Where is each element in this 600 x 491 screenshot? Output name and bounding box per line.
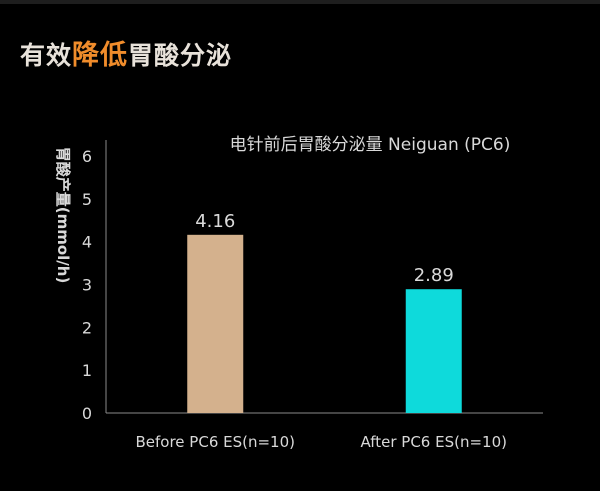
bar-2: [405, 289, 462, 413]
value-labels: 4.16 2.89: [195, 211, 454, 286]
y-tick-label: 3: [82, 276, 92, 295]
x-axis-tick-labels: Before PC6 ES(n=10) After PC6 ES(n=10): [135, 433, 507, 451]
y-tick-label: 1: [82, 361, 92, 380]
heading-part-2: 胃酸分泌: [128, 41, 233, 70]
y-axis-label: 胃酸产量(mmol/h): [54, 147, 72, 284]
value-label-1: 4.16: [195, 211, 235, 232]
y-tick-label: 5: [82, 190, 92, 209]
y-tick-label: 4: [82, 233, 92, 252]
value-label-2: 2.89: [414, 265, 454, 286]
bar-1: [187, 234, 244, 413]
y-axis-ticks: 0 1 2 3 4 5 6: [82, 147, 92, 423]
y-tick-label: 6: [82, 147, 92, 166]
heading-accent: 降低: [72, 40, 129, 71]
x-tick-label-1: Before PC6 ES(n=10): [135, 433, 295, 451]
top-border: [0, 0, 600, 4]
heading-part-1: 有效: [20, 41, 73, 70]
slide-heading: 有效降低胃酸分泌: [20, 36, 232, 76]
bars: [187, 234, 462, 413]
x-tick-label-2: After PC6 ES(n=10): [361, 433, 507, 451]
chart-title: 电针前后胃酸分泌量 Neiguan (PC6): [230, 135, 511, 155]
y-tick-label: 0: [82, 404, 92, 423]
y-tick-label: 2: [82, 318, 92, 337]
